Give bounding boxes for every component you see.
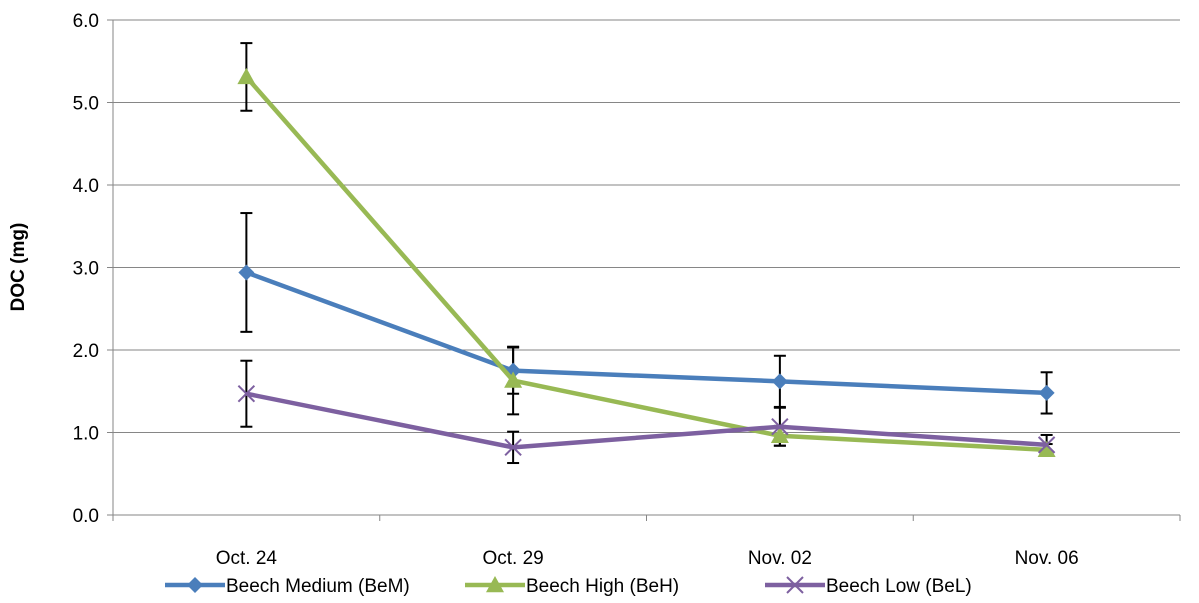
series-1 — [237, 67, 1056, 458]
data-point — [504, 438, 522, 457]
y-axis-title: DOC (mg) — [8, 223, 29, 312]
x-tick-label: Nov. 02 — [748, 548, 812, 569]
x-tick-label: Oct. 24 — [216, 548, 278, 569]
legend-label: Beech Low (BeL) — [826, 576, 972, 597]
y-tick-labels: 0.0 1.0 2.0 3.0 4.0 5.0 6.0 — [73, 11, 99, 527]
data-point — [504, 371, 523, 388]
gridlines — [113, 19, 1180, 433]
y-tick-label: 5.0 — [73, 94, 99, 115]
data-point — [237, 67, 256, 85]
y-tick-label: 3.0 — [73, 259, 99, 280]
series-line — [245, 391, 1047, 450]
error-bars — [240, 42, 1053, 465]
y-tick-label: 6.0 — [73, 11, 99, 32]
axes — [107, 19, 1181, 521]
x-tick-label: Nov. 06 — [1015, 548, 1079, 569]
x-tick-labels: Oct. 24 Oct. 29 Nov. 02 Nov. 06 — [216, 548, 1079, 569]
legend-marker — [786, 576, 804, 594]
data-point — [1038, 384, 1055, 401]
series-2 — [237, 385, 1056, 457]
data-point — [1037, 440, 1056, 458]
legend-label: Beech Medium (BeM) — [226, 576, 410, 597]
data-point — [770, 426, 789, 443]
y-tick-label: 0.0 — [73, 506, 99, 527]
series-0 — [238, 264, 1055, 401]
data-point — [1037, 436, 1056, 454]
series-line — [244, 75, 1047, 453]
legend-item: Beech High (BeH) — [465, 576, 679, 597]
y-tick-label: 1.0 — [73, 424, 99, 445]
data-point — [771, 418, 789, 436]
series-layer — [237, 42, 1056, 465]
data-point — [237, 385, 256, 403]
legend: Beech Medium (BeM) Beech High (BeH) Beech … — [165, 576, 972, 597]
legend-marker — [187, 577, 203, 593]
y-tick-label: 2.0 — [73, 341, 99, 362]
legend-label: Beech High (BeH) — [526, 576, 679, 597]
legend-item: Beech Low (BeL) — [765, 576, 972, 597]
y-tick-label: 4.0 — [73, 176, 99, 197]
legend-item: Beech Medium (BeM) — [165, 576, 410, 597]
x-tick-label: Oct. 29 — [483, 548, 544, 569]
data-point — [238, 264, 255, 281]
data-point — [771, 373, 788, 390]
series-line — [245, 270, 1047, 396]
legend-marker — [486, 576, 504, 593]
